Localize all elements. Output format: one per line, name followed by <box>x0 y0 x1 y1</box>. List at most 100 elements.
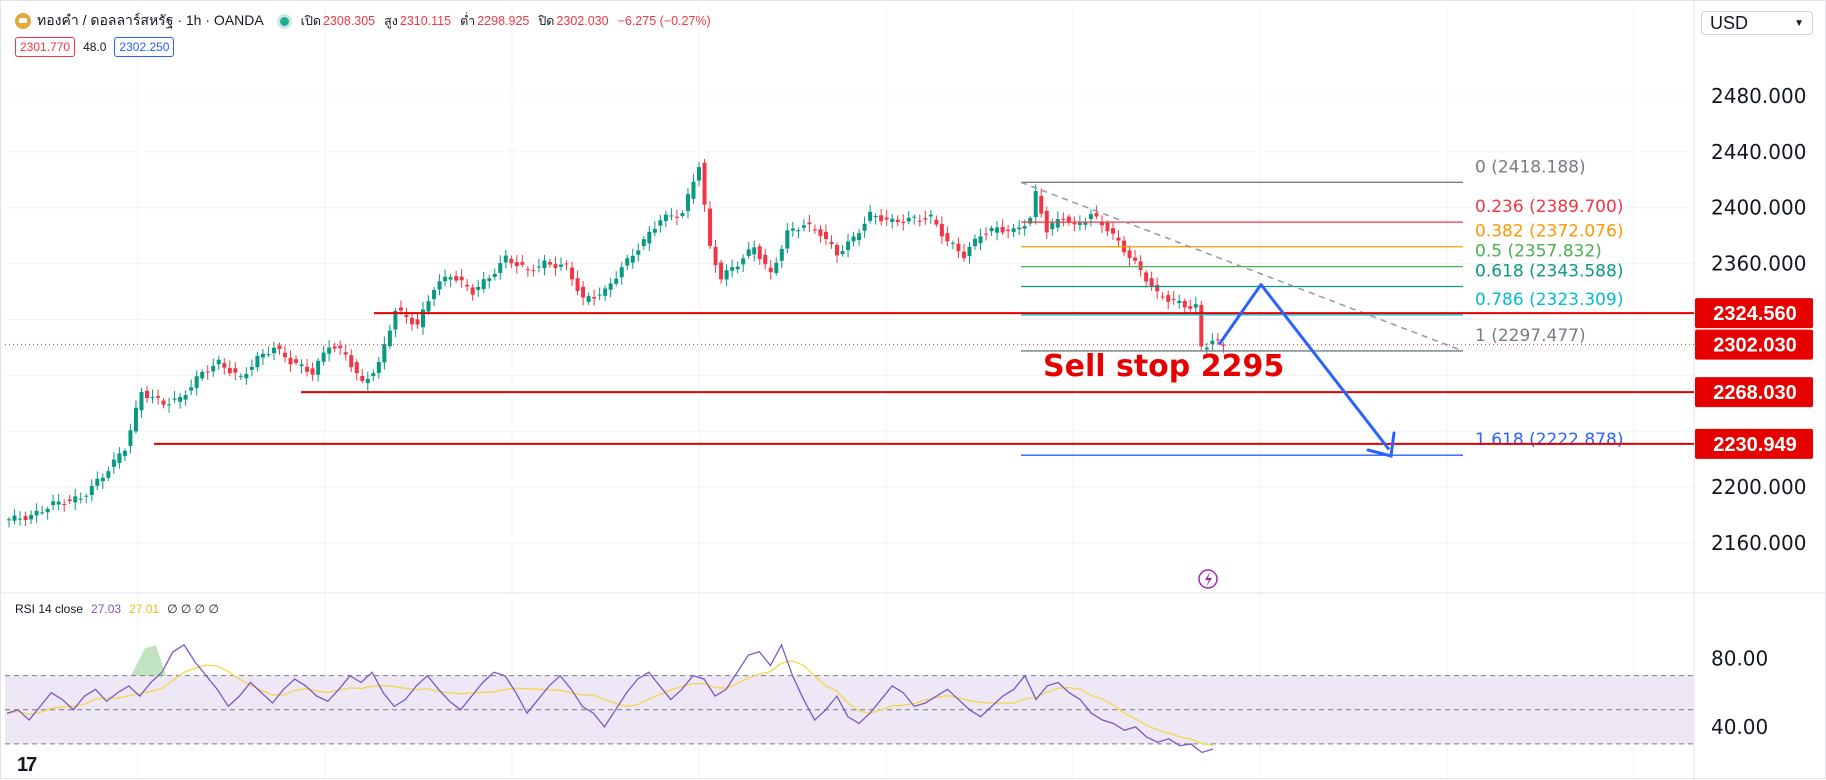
candle-body <box>481 279 486 290</box>
candle-body <box>702 162 707 205</box>
candle-body <box>354 362 359 374</box>
candle-body <box>178 397 183 402</box>
candle-body <box>790 228 795 231</box>
candle-body <box>774 262 779 274</box>
candle-body <box>1000 226 1005 233</box>
candle-body <box>238 375 243 377</box>
candle-body <box>835 244 839 256</box>
candle-body <box>327 347 332 354</box>
candle-body <box>343 352 348 355</box>
high-value: 2310.115 <box>399 14 452 28</box>
open-label: เปิด <box>300 14 321 28</box>
candle-body <box>680 213 685 216</box>
candle-body <box>995 227 1000 233</box>
candle-body <box>752 247 757 255</box>
y-tick-label-2160.000: 2160.000 <box>1711 531 1806 555</box>
candle-body <box>895 219 900 223</box>
price-tag-text-2268.030: 2268.030 <box>1713 382 1796 404</box>
candle-body <box>404 314 409 318</box>
tradingview-logo[interactable]: 17 <box>17 754 37 776</box>
candle-body <box>332 346 337 349</box>
candle-body <box>801 225 806 228</box>
low-value: 2298.925 <box>477 14 530 28</box>
candle-body <box>133 407 138 432</box>
candle-body <box>647 231 652 244</box>
candle-body <box>901 221 906 223</box>
candle-body <box>1028 217 1033 224</box>
sell-button[interactable]: 2301.770 <box>15 37 76 57</box>
market-open-icon <box>279 16 289 26</box>
candle-body <box>266 354 271 356</box>
candle-body <box>746 249 751 256</box>
candle-body <box>945 233 950 242</box>
candle-body <box>906 217 911 222</box>
buy-button[interactable]: 2302.250 <box>114 37 175 57</box>
candle-body <box>1133 257 1138 261</box>
candle-body <box>619 267 624 278</box>
candle-body <box>719 262 724 280</box>
candle-body <box>448 277 453 280</box>
rsi-overbought-fill <box>131 644 166 676</box>
candle-body <box>183 395 188 400</box>
candle-body <box>785 230 790 249</box>
candle-body <box>376 361 381 373</box>
candle-body <box>1188 306 1193 309</box>
candle-body <box>227 368 232 374</box>
fib-label-0: 0 (2418.188) <box>1475 157 1586 177</box>
candle-body <box>741 258 746 265</box>
candle-body <box>321 352 326 362</box>
gold-symbol-icon <box>15 13 31 29</box>
candle-body <box>426 301 431 312</box>
rsi-extra-values: ∅ ∅ ∅ ∅ <box>167 602 219 616</box>
candle-body <box>145 390 149 398</box>
quote-row: 2301.770 48.0 2302.250 <box>15 37 175 57</box>
candle-body <box>978 236 983 244</box>
candle-body <box>542 260 547 269</box>
fib-label-1: 1 (2297.477) <box>1475 326 1586 346</box>
candle-body <box>283 352 287 358</box>
candle-body <box>316 360 321 375</box>
candle-body <box>685 193 690 212</box>
y-tick-label-2200.000: 2200.000 <box>1711 475 1806 499</box>
candle-body <box>608 283 613 290</box>
candle-body <box>172 398 177 400</box>
candle-body <box>846 241 851 251</box>
candle-body <box>1083 221 1088 225</box>
currency-select[interactable]: USD ▼ <box>1701 11 1813 35</box>
candle-body <box>12 515 17 521</box>
candle-body <box>111 459 116 467</box>
price-tag-text-2324.560: 2324.560 <box>1713 303 1796 325</box>
candle-body <box>277 345 282 350</box>
candle-body <box>40 512 45 514</box>
rsi-legend[interactable]: RSI 14 close 27.03 27.01 ∅ ∅ ∅ ∅ <box>15 602 219 616</box>
fib-label-0.382: 0.382 (2372.076) <box>1475 222 1623 242</box>
candle-body <box>409 317 414 325</box>
fib-label-1.618: 1.618 (2222.878) <box>1475 430 1623 450</box>
rsi-ma-value: 27.01 <box>129 602 160 616</box>
candle-body <box>476 286 481 290</box>
candle-body <box>470 287 475 295</box>
candle-body <box>387 330 392 347</box>
candle-body <box>18 518 23 520</box>
candle-body <box>100 477 105 482</box>
candle-body <box>603 288 608 296</box>
candle-body <box>912 216 917 218</box>
candle-body <box>586 296 591 302</box>
candle-body <box>520 262 525 265</box>
price-tag-2230.949 <box>1695 428 1813 459</box>
candle-body <box>84 495 89 497</box>
projection-path <box>1217 283 1391 451</box>
candle-body <box>868 211 873 221</box>
candle-body <box>294 359 299 363</box>
symbol-name[interactable]: ทองคำ / ดอลลาร์สหรัฐ · 1h · OANDA <box>37 12 264 28</box>
candle-body <box>1160 296 1165 298</box>
symbol-header: ทองคำ / ดอลลาร์สหรัฐ · 1h · OANDA เปิด 2… <box>15 11 720 31</box>
candle-body <box>1204 347 1209 350</box>
candle-body <box>89 486 94 495</box>
price-tag-text-2230.949: 2230.949 <box>1713 434 1796 456</box>
candle-body <box>1199 304 1204 347</box>
candle-body <box>128 430 133 446</box>
candle-body <box>492 273 497 278</box>
